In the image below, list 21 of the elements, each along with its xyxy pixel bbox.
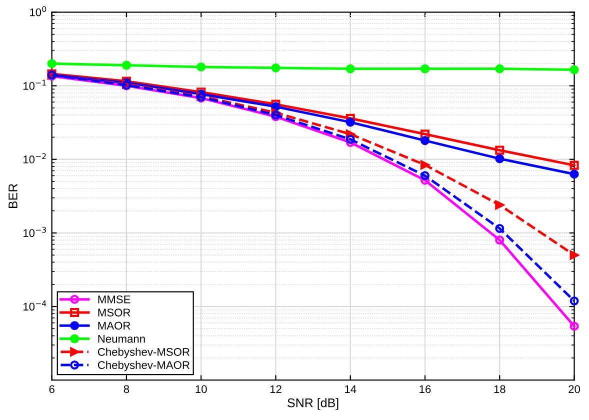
x-tick-label: 16 <box>420 385 431 394</box>
y-axis-title: BER <box>8 184 18 208</box>
y-tick-label: 10$^{−4}$ <box>23 300 46 311</box>
legend-label: Neumann <box>98 334 145 343</box>
x-tick-label: 14 <box>345 385 356 394</box>
legend-label: Chebyshev-MAOR <box>98 360 190 372</box>
x-tick-label: 12 <box>270 385 282 394</box>
y-tick-label: 10$^{−3}$ <box>23 226 46 237</box>
x-axis-title: SNR [dB] <box>288 398 338 410</box>
legend-label: MMSE <box>98 295 130 304</box>
legend-label: MSOR <box>98 308 130 316</box>
x-tick-label: 20 <box>568 385 580 394</box>
y-tick-label: 10$^{−2}$ <box>23 153 46 164</box>
x-tick-label: 6 <box>49 385 54 394</box>
x-tick-label: 8 <box>124 385 130 394</box>
x-tick-label: 18 <box>494 385 506 394</box>
legend-label: Chebyshev-MSOR <box>98 348 190 358</box>
y-tick-label: 10$^{−1}$ <box>23 80 46 90</box>
legend-label: MAOR <box>98 322 130 330</box>
y-tick-label: 10$^{0}$ <box>30 6 46 16</box>
x-tick-label: 10 <box>196 385 207 394</box>
